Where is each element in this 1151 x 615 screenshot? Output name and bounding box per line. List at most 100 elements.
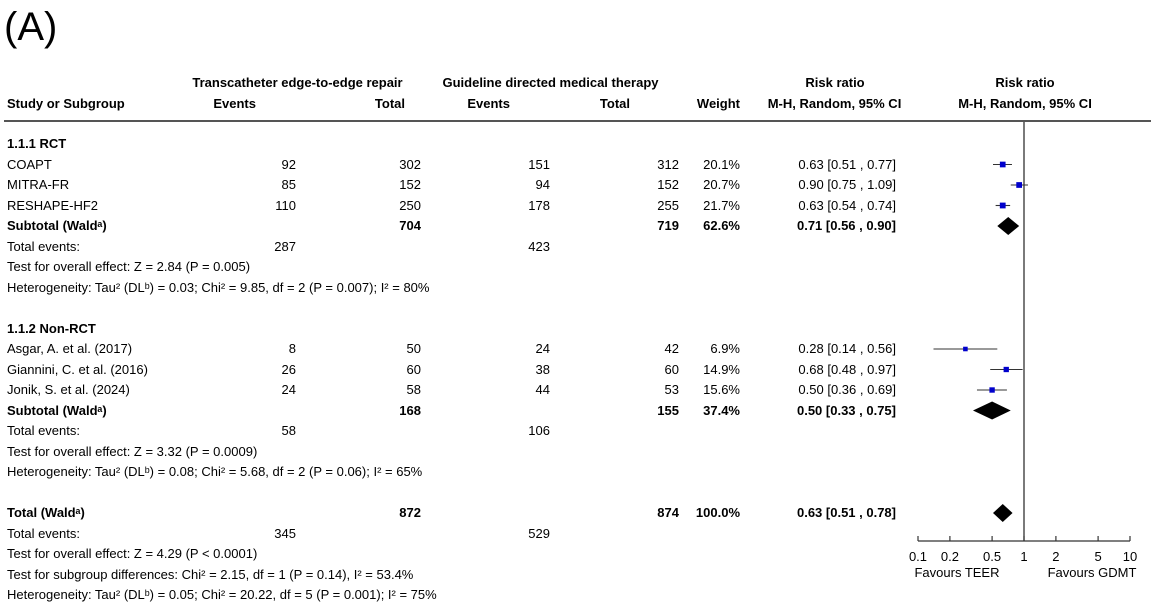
study-weight: 20.1% — [703, 156, 740, 172]
subtotal-total-teer: 168 — [399, 402, 421, 418]
total-events-label: Total events: — [7, 525, 80, 541]
events-teer: 24 — [281, 382, 296, 397]
header-events1: Events — [213, 96, 256, 111]
header-rr-label2: Risk ratio — [995, 75, 1055, 90]
x-tick-label: 0.2 — [941, 549, 959, 564]
total-gdmt: 152 — [657, 177, 679, 192]
study-point-marker — [1016, 182, 1023, 188]
total-gdmt: 53 — [664, 382, 679, 397]
subgroup-heading: 1.1.1 RCT — [7, 136, 67, 151]
x-tick-label: 2 — [1052, 549, 1059, 564]
subtotal-label: Total (Waldᵃ) — [7, 505, 85, 520]
x-tick-label: 5 — [1094, 549, 1101, 564]
total-teer: 58 — [406, 382, 421, 397]
study-weight: 6.9% — [710, 341, 740, 356]
panel-label: (A) — [4, 5, 58, 49]
study-weight: 15.6% — [703, 382, 740, 397]
header-rule — [4, 120, 1151, 122]
study-risk-ratio: 0.90 [0.75 , 1.09] — [798, 177, 896, 192]
subtotal-weight: 37.4% — [703, 402, 740, 418]
footnote-text: Heterogeneity: Tau² (DLᵇ) = 0.03; Chi² =… — [7, 279, 430, 295]
study-weight: 21.7% — [703, 197, 740, 213]
subgroup-heading: 1.1.2 Non-RCT — [7, 320, 96, 336]
header-study: Study or Subgroup — [7, 96, 125, 111]
header-method1: M-H, Random, 95% CI — [767, 96, 902, 111]
study-weight: 20.7% — [703, 177, 740, 192]
events-teer: 8 — [288, 341, 296, 356]
study-risk-ratio: 0.50 [0.36 , 0.69] — [798, 382, 896, 397]
events-teer: 85 — [281, 177, 296, 192]
total-gdmt: 42 — [664, 341, 679, 356]
study-weight: 14.9% — [703, 361, 740, 377]
study-point-marker — [1003, 366, 1009, 373]
events-teer: 92 — [281, 156, 296, 172]
favours-left-label: Favours TEER — [914, 565, 999, 580]
total-events-gdmt: 106 — [528, 423, 550, 438]
total-events-label: Total events: — [7, 238, 80, 254]
header-method2: M-H, Random, 95% CI — [958, 96, 1092, 111]
study-risk-ratio: 0.63 [0.54 , 0.74] — [798, 197, 896, 213]
study-risk-ratio: 0.63 [0.51 , 0.77] — [798, 156, 896, 172]
total-gdmt: 60 — [664, 361, 679, 377]
events-gdmt: 24 — [535, 341, 550, 356]
total-gdmt: 255 — [657, 197, 679, 213]
total-events-gdmt: 529 — [528, 525, 550, 541]
subtotal-total-gdmt: 874 — [657, 505, 679, 520]
subtotal-weight: 100.0% — [695, 505, 740, 520]
pooled-estimate-diamond — [997, 217, 1020, 235]
total-events-teer: 58 — [281, 423, 296, 438]
events-teer: 26 — [281, 361, 296, 377]
footnote-text: Test for subgroup differences: Chi² = 2.… — [7, 566, 414, 582]
study-point-marker — [999, 202, 1006, 209]
subtotal-weight: 62.6% — [703, 218, 740, 233]
study-name: Asgar, A. et al. (2017) — [7, 341, 133, 356]
subtotal-risk-ratio: 0.63 [0.51 , 0.78] — [796, 505, 896, 520]
total-events-teer: 345 — [274, 525, 296, 541]
x-tick-label: 1 — [1020, 549, 1027, 564]
footnote-text: Test for overall effect: Z = 4.29 (P < 0… — [7, 546, 258, 561]
study-risk-ratio: 0.68 [0.48 , 0.97] — [798, 361, 896, 377]
study-point-marker — [989, 387, 995, 393]
footnote-text: Heterogeneity: Tau² (DLᵇ) = 0.08; Chi² =… — [7, 464, 423, 479]
total-teer: 50 — [406, 341, 421, 356]
subtotal-risk-ratio: 0.71 [0.56 , 0.90] — [796, 218, 896, 233]
study-name: MITRA-FR — [7, 177, 70, 192]
study-point-marker — [963, 346, 968, 352]
total-gdmt: 312 — [657, 156, 679, 172]
header-group2: Guideline directed medical therapy — [442, 75, 659, 90]
events-gdmt: 94 — [535, 177, 550, 192]
total-events-gdmt: 423 — [528, 238, 550, 254]
study-name: RESHAPE-HF2 — [7, 197, 99, 213]
footnote-text: Test for overall effect: Z = 3.32 (P = 0… — [7, 443, 258, 459]
study-name: COAPT — [7, 156, 52, 172]
header-rr-label1: Risk ratio — [805, 75, 865, 90]
total-teer: 250 — [399, 197, 421, 213]
header-total2: Total — [599, 96, 630, 111]
subtotal-total-gdmt: 155 — [657, 402, 679, 418]
total-events-teer: 287 — [274, 238, 296, 254]
header-events2: Events — [467, 96, 510, 111]
header-group1: Transcatheter edge-to-edge repair — [192, 75, 403, 90]
subtotal-total-teer: 872 — [399, 505, 421, 520]
x-tick-label: 0.1 — [909, 549, 927, 564]
favours-right-label: Favours GDMT — [1048, 565, 1137, 580]
events-gdmt: 178 — [528, 197, 550, 213]
x-tick-label: 0.5 — [983, 549, 1001, 564]
study-risk-ratio: 0.28 [0.14 , 0.56] — [798, 341, 896, 356]
total-teer: 60 — [406, 361, 421, 377]
pooled-estimate-diamond — [972, 401, 1011, 420]
subtotal-label: Subtotal (Waldᵃ) — [7, 402, 107, 418]
subtotal-risk-ratio: 0.50 [0.33 , 0.75] — [796, 402, 896, 418]
total-events-label: Total events: — [7, 423, 80, 438]
events-gdmt: 44 — [535, 382, 550, 397]
pooled-estimate-diamond — [993, 504, 1013, 522]
footnote-text: Heterogeneity: Tau² (DLᵇ) = 0.05; Chi² =… — [7, 587, 437, 602]
events-gdmt: 151 — [528, 156, 550, 172]
study-name: Giannini, C. et al. (2016) — [7, 361, 148, 377]
events-teer: 110 — [275, 197, 296, 213]
study-name: Jonik, S. et al. (2024) — [7, 382, 130, 397]
header-total1: Total — [374, 96, 405, 111]
footnote-text: Test for overall effect: Z = 2.84 (P = 0… — [7, 259, 251, 274]
subtotal-total-teer: 704 — [399, 218, 421, 233]
